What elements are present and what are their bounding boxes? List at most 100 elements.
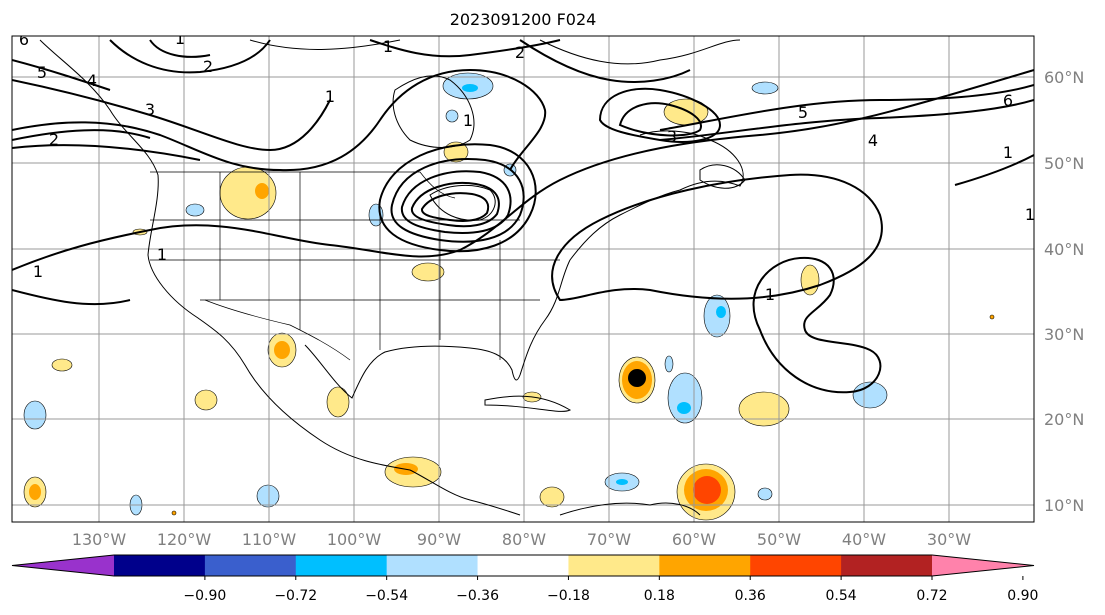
latitude-label: 20°N xyxy=(1044,410,1084,429)
anomaly-blob xyxy=(628,369,646,387)
colorbar-tick-label: −0.90 xyxy=(183,588,226,604)
colorbar-segment xyxy=(568,555,660,576)
longitude-label: 70°W xyxy=(587,530,631,549)
anomaly-blob xyxy=(667,372,703,424)
contour-label: 1 xyxy=(1003,143,1013,162)
contour-line xyxy=(598,87,722,143)
latitude-label: 60°N xyxy=(1044,68,1084,87)
contour-line xyxy=(12,68,547,172)
longitude-label: 90°W xyxy=(417,530,461,549)
newfoundland xyxy=(699,164,746,189)
contour-line xyxy=(519,39,691,83)
contour-line xyxy=(378,143,537,253)
contour-label: 1 xyxy=(33,262,43,281)
contour-label: 2 xyxy=(203,57,213,76)
contour-label: 6 xyxy=(19,30,29,49)
anomaly-blob xyxy=(326,386,350,418)
latitude-label: 10°N xyxy=(1044,496,1084,515)
anomaly-blob xyxy=(462,84,478,92)
colorbar-tick-label: −0.72 xyxy=(274,588,317,604)
contour-line xyxy=(752,256,882,394)
colorbar-tick-label: 0.54 xyxy=(826,588,857,604)
contour-label: 6 xyxy=(1003,91,1013,110)
country-borders xyxy=(150,171,560,361)
colorbar-segment xyxy=(932,555,1034,576)
contour-line xyxy=(12,79,331,152)
longitude-label: 50°W xyxy=(757,530,801,549)
contour-lines xyxy=(12,39,1034,394)
contour-line xyxy=(12,289,131,306)
anomaly-blob xyxy=(693,476,721,504)
anomaly-blob xyxy=(256,484,280,508)
anomaly-blob xyxy=(989,314,995,320)
colorbar-segment xyxy=(477,555,569,576)
great-lakes xyxy=(429,185,496,221)
colorbar-tick-label: 0.18 xyxy=(644,588,675,604)
contour-label: 2 xyxy=(515,43,525,62)
anomaly-blob xyxy=(29,484,41,500)
longitude-label: 120°W xyxy=(157,530,212,549)
latitude-label: 30°N xyxy=(1044,325,1084,344)
anomaly-blob xyxy=(703,294,731,338)
anomaly-blob xyxy=(757,487,773,501)
contour-line xyxy=(659,99,1034,141)
longitude-label: 80°W xyxy=(502,530,546,549)
anomaly-blob xyxy=(716,306,726,318)
longitude-label: 100°W xyxy=(327,530,382,549)
colorbar-segment xyxy=(204,555,297,576)
colorbar-segment xyxy=(659,555,751,576)
colorbar-tick-labels: −0.90 −0.72 −0.54 −0.36 −0.18 0.18 0.36 0.54 0.7… xyxy=(183,576,1038,604)
south-america-coast xyxy=(559,502,701,516)
contour-label: 4 xyxy=(868,131,878,150)
anomaly-blob xyxy=(539,486,565,508)
colorbar-segment xyxy=(114,555,206,576)
contour-label: 1 xyxy=(463,111,473,130)
contour-label: 1 xyxy=(1025,205,1035,224)
cuba xyxy=(484,395,572,412)
anomaly-blob xyxy=(411,262,445,282)
anomaly-blob xyxy=(664,355,674,373)
contour-line xyxy=(109,39,271,74)
contour-label: 1 xyxy=(157,245,167,264)
colorbar-outline xyxy=(11,554,1035,577)
latitude-labels: 60°N 50°N 40°N 30°N 20°N 10°N xyxy=(1044,68,1084,515)
colorbar-segment xyxy=(295,555,388,576)
contour-label: 1 xyxy=(325,87,335,106)
anomaly-blob xyxy=(255,183,269,199)
colorbar-tick-label: −0.18 xyxy=(547,588,590,604)
contour-label: 1 xyxy=(383,37,393,56)
longitude-label: 30°W xyxy=(927,530,971,549)
contour-line xyxy=(390,158,525,243)
gridlines xyxy=(12,36,1034,522)
longitude-label: 130°W xyxy=(72,530,127,549)
anomaly-blob xyxy=(751,81,779,95)
contour-label: 1 xyxy=(175,29,185,48)
contour-line xyxy=(410,182,500,228)
colorbar-segment xyxy=(750,555,842,576)
anomaly-blob xyxy=(852,381,888,409)
contour-label: 5 xyxy=(37,63,47,82)
longitude-label: 60°W xyxy=(672,530,716,549)
colorbar xyxy=(11,554,1035,577)
anomaly-blob xyxy=(738,391,790,427)
colorbar-tick-label: 0.90 xyxy=(1007,588,1038,604)
contour-label: 2 xyxy=(49,130,59,149)
longitude-labels: 130°W 120°W 110°W 100°W 90°W 80°W 70°W 60°W 50°W… xyxy=(72,530,971,549)
anomaly-blob xyxy=(185,203,205,217)
contour-label: 3 xyxy=(145,100,155,119)
anomaly-blob xyxy=(616,479,628,485)
colorbar-tick-label: 0.72 xyxy=(916,588,947,604)
anomaly-blob xyxy=(194,389,218,411)
latitude-label: 50°N xyxy=(1044,154,1084,173)
contour-line xyxy=(149,39,211,58)
anomaly-blob xyxy=(274,341,290,359)
contour-line xyxy=(12,59,111,91)
anomaly-blob xyxy=(677,402,691,414)
contour-label: 5 xyxy=(798,103,808,122)
gulf-coast xyxy=(304,130,744,399)
contour-line xyxy=(954,154,1034,186)
contour-line xyxy=(12,129,201,161)
